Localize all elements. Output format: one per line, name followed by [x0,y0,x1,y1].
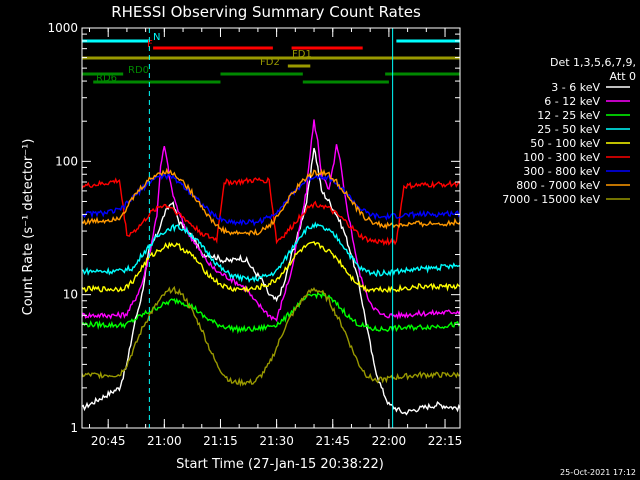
flag-label-rd6: RD6 [96,73,117,84]
series-line-7 [81,172,461,227]
flag-label-fd2: FD2 [260,57,280,68]
series-line-5 [81,241,461,294]
series-lines [81,119,461,416]
legend-header: Att 0 [610,70,636,83]
series-line-6 [81,176,461,247]
x-tick-label: 20:45 [91,434,126,448]
legend-entry-label: 12 - 25 keV [537,109,600,122]
flag-label-n: N [153,32,160,43]
x-tick-label: 22:00 [372,434,407,448]
legend-entry-label: 300 - 800 keV [523,165,600,178]
series-line-3 [81,290,461,335]
series-line-9 [81,285,461,388]
y-axis-label: Count Rate (s⁻¹ detector⁻¹) [21,139,36,316]
y-tick-label: 1 [70,421,78,435]
legend-entry-label: 100 - 300 keV [523,151,600,164]
x-tick-label: 21:45 [315,434,350,448]
legend-entry-label: 3 - 6 keV [551,81,600,94]
legend-entry-label: 25 - 50 keV [537,123,600,136]
y-tick-label: 100 [55,154,78,168]
chart-title: RHESSI Observing Summary Count Rates [111,3,421,21]
series-line-4 [81,221,461,284]
x-tick-label: 22:15 [428,434,463,448]
x-axis-label: Start Time (27-Jan-15 20:38:22) [176,457,384,472]
legend-entry-label: 6 - 12 keV [544,95,600,108]
flag-label-fd1: FD1 [292,49,312,60]
legend-entry-label: 50 - 100 keV [530,137,600,150]
footer-timestamp: 25-Oct-2021 17:12 [560,468,636,477]
axes: 1 10 100 1000 20:45 21:00 21:15 21:30 21:45 22:00… [47,21,462,448]
x-tick-label: 21:15 [203,434,238,448]
series-line-1 [81,147,461,416]
series-line-2 [81,119,461,323]
y-tick-label: 1000 [47,21,78,35]
legend-header: Det 1,3,5,6,7,9, [550,56,636,69]
legend-entry-label: 7000 - 15000 keV [502,193,600,206]
series-line-8 [81,167,461,237]
flag-label-rd0: RD0 [128,65,149,76]
x-tick-label: 21:00 [147,434,182,448]
plot-frame [81,27,461,429]
legend-entry-label: 800 - 7000 keV [516,179,600,192]
y-tick-label: 10 [63,288,78,302]
x-tick-label: 21:30 [259,434,294,448]
flag-label-f: F [147,39,153,50]
flag-bars: NF FD1 FD2 RD0 RD6 [82,32,460,84]
